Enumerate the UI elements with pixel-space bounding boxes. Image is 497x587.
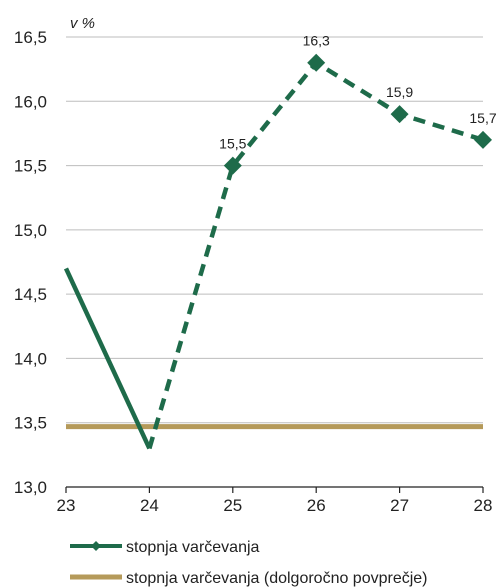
y-unit-label: v % [70,15,95,32]
legend-item-long-term-average: stopnja varčevanja (dolgoročno povprečje… [70,570,428,587]
legend-item-savings-rate: stopnja varčevanja [70,539,260,556]
y-tick-label: 16,5 [14,28,47,47]
savings-rate-series: 15,5 16,3 15,9 15,7 [63,33,497,450]
x-tick-label: 25 [223,496,242,515]
data-label: 15,9 [386,84,413,100]
legend: stopnja varčevanja stopnja varčevanja (d… [70,539,428,587]
y-tick-label: 13,5 [14,414,47,433]
y-tick-label: 13,0 [14,478,47,497]
y-tick-label: 14,5 [14,285,47,304]
x-tick-label: 24 [140,496,159,515]
legend-label-long-term-average: stopnja varčevanja (dolgoročno povprečje… [126,570,428,587]
x-tick-label: 23 [57,496,76,515]
y-tick-label: 15,5 [14,157,47,176]
grid-lines [66,36,483,424]
legend-label-savings-rate: stopnja varčevanja [126,539,260,556]
data-point-marker [390,105,409,124]
forecast-line [147,59,484,450]
data-point-marker [223,156,242,175]
actual-line [63,267,152,450]
x-tick-label: 27 [390,496,409,515]
x-axis: 23 24 25 26 27 28 [57,486,493,515]
x-tick-label: 28 [474,496,493,515]
data-point-marker [307,53,326,72]
data-label: 15,5 [219,136,246,152]
legend-marker-savings-rate [91,541,101,551]
y-axis: 13,0 13,5 14,0 14,5 15,0 15,5 16,0 16,5 [14,28,47,497]
y-tick-label: 16,0 [14,92,47,111]
y-tick-label: 14,0 [14,349,47,368]
data-label: 15,7 [469,110,496,126]
data-label: 16,3 [303,33,330,49]
data-point-marker [474,130,492,149]
y-tick-label: 15,0 [14,221,47,240]
x-tick-label: 26 [307,496,326,515]
